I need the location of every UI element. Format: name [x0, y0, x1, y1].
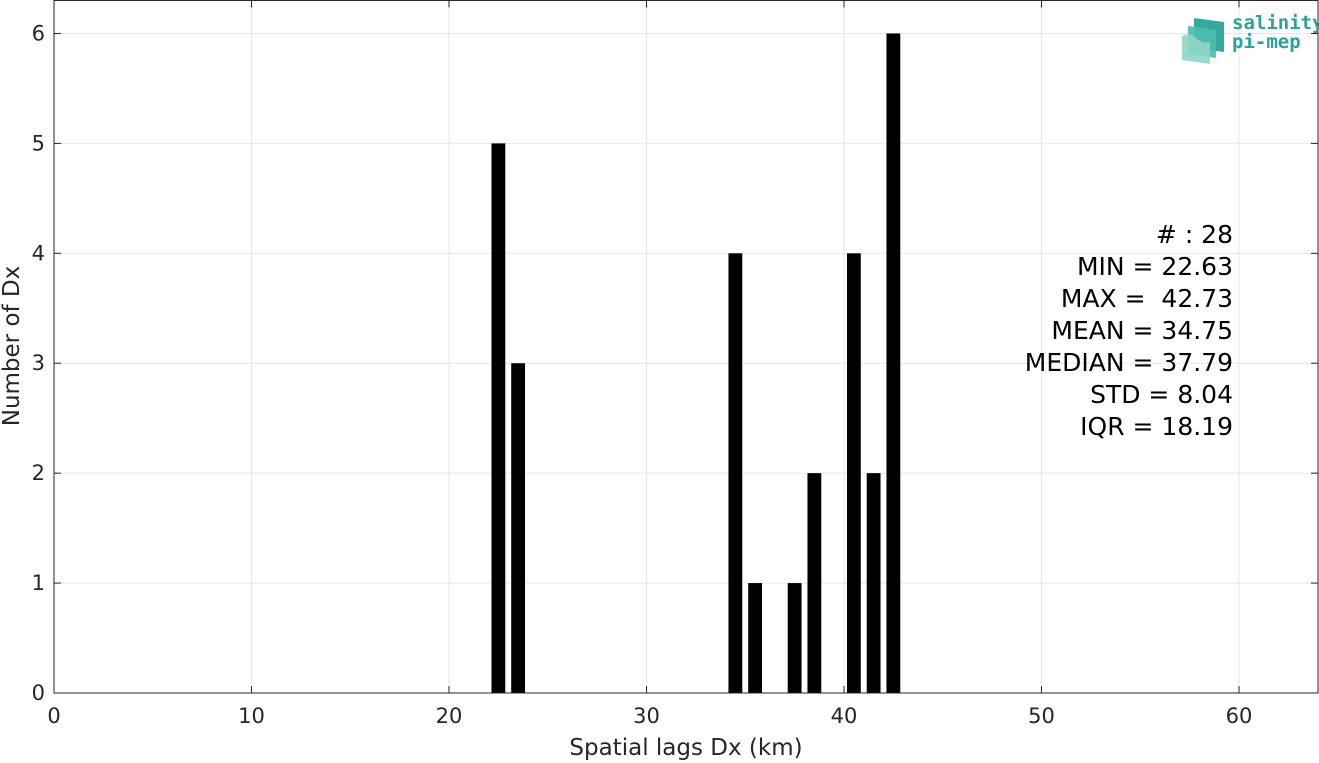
x-tick-labels: 0 10 20 30 40 50 60: [47, 704, 1252, 728]
wave-logo-icon: [1182, 18, 1224, 64]
x-axis-title: Spatial lags Dx (km): [569, 735, 802, 761]
y-axis-title: Number of Dx: [0, 266, 25, 427]
histogram-bar: [866, 473, 881, 693]
histogram-bar: [748, 583, 763, 693]
x-tick-label: 60: [1226, 704, 1253, 728]
y-tick-label: 6: [32, 21, 45, 45]
stat-line: MIN = 22.63: [1077, 252, 1233, 281]
salinity-pimep-logo: salinity pi-mep: [1180, 12, 1319, 66]
y-tick-labels: 0 1 2 3 4 5 6: [32, 21, 45, 705]
y-tick-label: 3: [32, 351, 45, 375]
stat-line: # : 28: [1156, 220, 1233, 249]
histogram-bar: [728, 253, 743, 694]
histogram-bar: [511, 363, 526, 693]
histogram-bar: [846, 253, 861, 694]
histogram-bar: [787, 583, 802, 693]
logo-line-2: pi-mep: [1232, 31, 1301, 53]
plot-frame: [53, 0, 1319, 694]
x-tick-label: 20: [436, 704, 463, 728]
x-tick-label: 30: [633, 704, 660, 728]
y-tick-label: 2: [32, 461, 45, 485]
histogram-bar: [491, 143, 506, 693]
stat-line: MAX = 42.73: [1061, 284, 1233, 313]
stats-annotation: # : 28 MIN = 22.63 MAX = 42.73 MEAN = 34.75…: [1025, 220, 1233, 441]
x-tick-label: 50: [1028, 704, 1055, 728]
y-tick-label: 4: [32, 241, 45, 265]
stat-line: MEDIAN = 37.79: [1025, 348, 1233, 377]
histogram-bar: [807, 473, 822, 693]
x-tick-label: 40: [831, 704, 858, 728]
y-tick-label: 1: [32, 571, 45, 595]
stat-line: MEAN = 34.75: [1051, 316, 1233, 345]
bars: [491, 33, 901, 694]
y-tick-label: 5: [32, 131, 45, 155]
stat-line: STD = 8.04: [1090, 380, 1233, 409]
logo-line-1: salinity: [1232, 12, 1319, 34]
logo-text: salinity pi-mep: [1232, 14, 1319, 52]
axis-ticks: [53, 0, 1318, 694]
x-tick-label: 10: [238, 704, 265, 728]
stat-line: IQR = 18.19: [1080, 412, 1233, 441]
y-tick-label: 0: [32, 681, 45, 705]
grid-lines: [54, 0, 1318, 693]
x-tick-label: 0: [47, 704, 60, 728]
histogram-bar: [886, 33, 901, 693]
